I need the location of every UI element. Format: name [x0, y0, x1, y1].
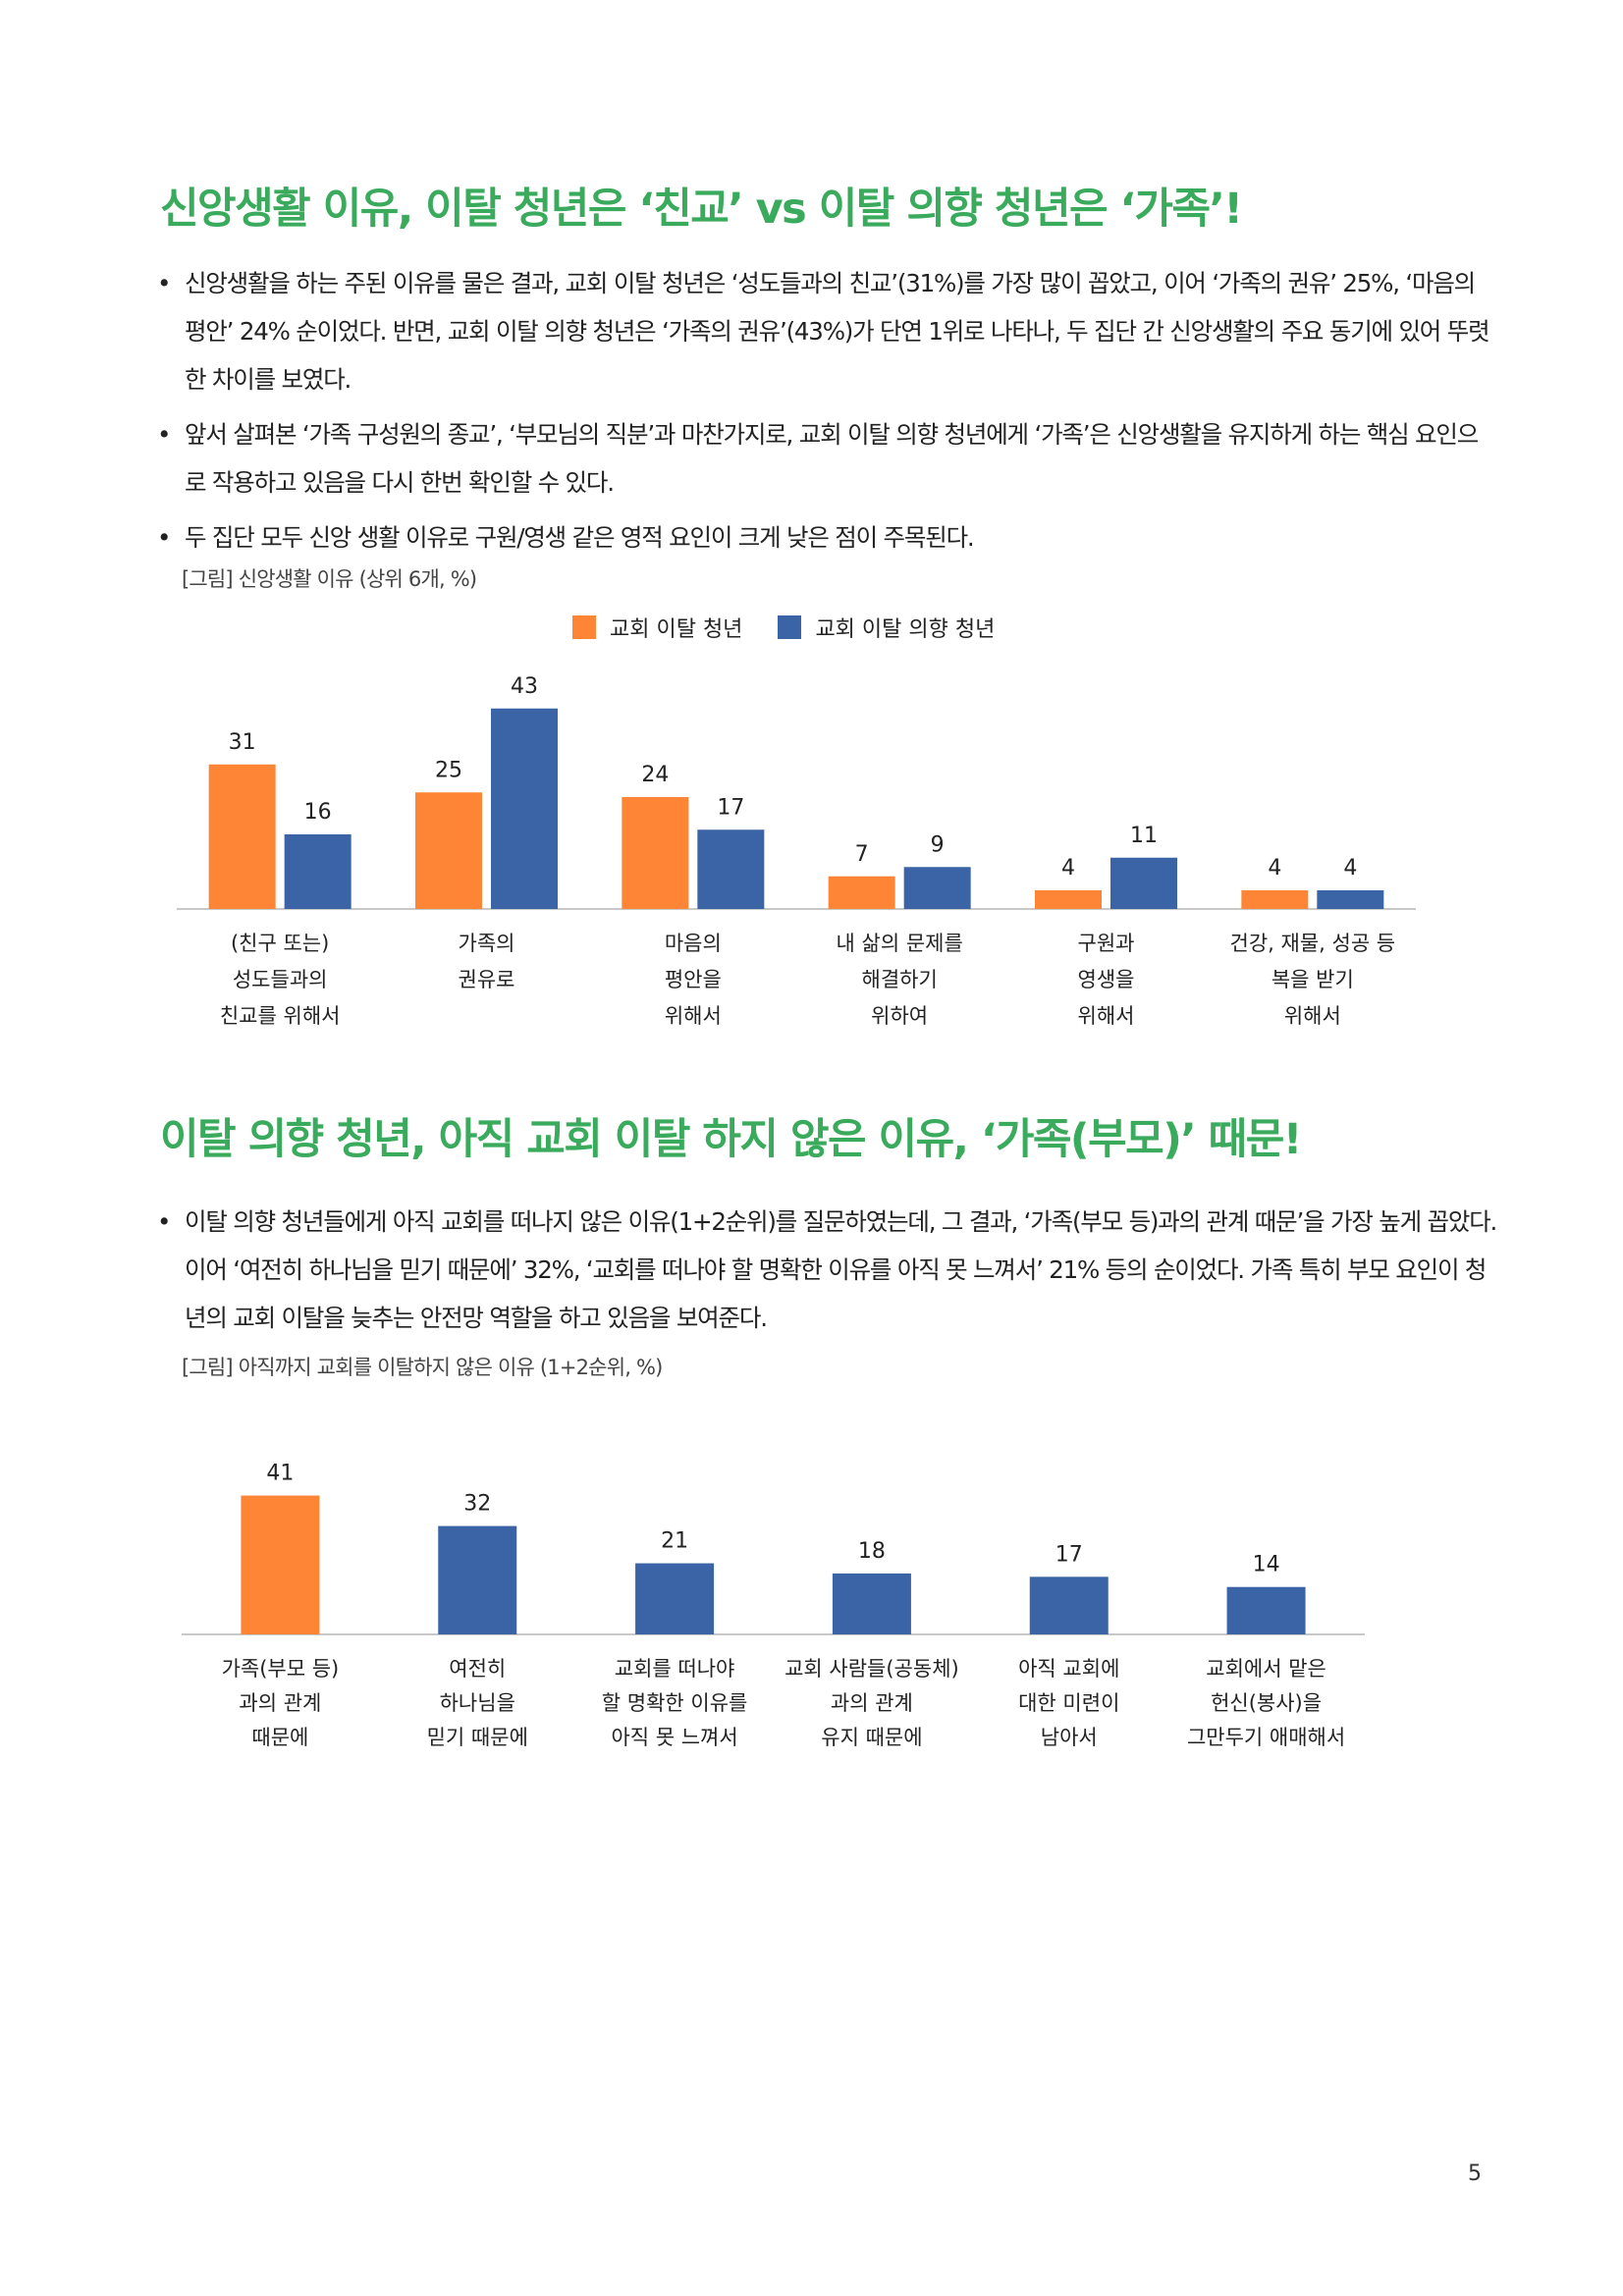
chart1-category-label: 평안을: [665, 968, 722, 991]
chart2-category-label: 교회 사람들(공동체): [784, 1657, 959, 1681]
section1-heading: 신앙생활 이유, 이탈 청년은 ‘친교’ vs 이탈 의향 청년은 ‘가족’!: [160, 185, 1243, 234]
section2-heading: 이탈 의향 청년, 아직 교회 이탈 하지 않은 이유, ‘가족(부모)’ 때문…: [160, 1115, 1302, 1164]
chart2-category-label: 믿기 때문에: [427, 1726, 528, 1749]
chart1-data-label: 7: [855, 842, 869, 867]
chart2-category-label: 유지 때문에: [821, 1726, 922, 1749]
chart1-category-label: 건강, 재물, 성공 등: [1230, 932, 1396, 955]
section2-bullet-list: 이탈 의향 청년들에게 아직 교회를 떠나지 않은 이유(1+2순위)를 질문하…: [157, 1198, 1497, 1349]
chart1-category-label: 마음의: [665, 932, 722, 955]
chart1-category-label: 성도들과의: [233, 968, 328, 991]
chart1-category-label: 영생을: [1078, 968, 1135, 991]
chart1-bar: [903, 867, 971, 909]
chart1-data-label: 25: [435, 758, 462, 782]
chart1-data-label: 4: [1061, 856, 1075, 881]
chart1-category-label: 위하여: [871, 1004, 928, 1028]
chart2-category-label: 헌신(봉사)을: [1211, 1691, 1322, 1715]
chart1-category-label: 위해서: [1284, 1004, 1341, 1028]
chart1-bar: [697, 829, 765, 909]
chart2-data-label: 41: [266, 1462, 294, 1486]
chart2-category-label: 교회를 떠나야: [615, 1657, 735, 1681]
chart1-bar: [491, 708, 558, 909]
chart2-data-label: 21: [661, 1529, 688, 1554]
chart2-data-label: 17: [1055, 1542, 1083, 1567]
chart1-data-label: 43: [511, 674, 538, 699]
chart1-category-label: 위해서: [665, 1004, 722, 1028]
chart1-data-label: 4: [1343, 856, 1357, 881]
chart1-category-label: 복을 받기: [1271, 968, 1354, 991]
chart1-data-label: 31: [229, 730, 256, 755]
chart1-category-label: 권유로: [459, 968, 515, 991]
chart2-bar: [635, 1563, 715, 1634]
chart2-category-label: 아직 교회에: [1018, 1657, 1119, 1681]
chart1-category-label: 친교를 위해서: [220, 1004, 341, 1028]
chart2-bar: [832, 1573, 911, 1634]
chart2-category-label: 가족(부모 등): [222, 1657, 340, 1681]
section1-bullet-2: 앞서 살펴본 ‘가족 구성원의 종교’, ‘부모님의 직분’과 마찬가지로, 교…: [157, 410, 1497, 507]
chart1-bar: [284, 834, 352, 909]
chart1-category-label: 가족의: [459, 932, 515, 955]
chart1-category-label: 위해서: [1078, 1004, 1135, 1028]
chart2-category-label: 과의 관계: [831, 1691, 913, 1715]
chart1-bar: [1110, 857, 1177, 909]
chart2-bar: [241, 1495, 320, 1634]
chart2-category-label: 아직 못 느껴서: [611, 1726, 737, 1749]
chart2-category-label: 교회에서 맡은: [1206, 1657, 1326, 1681]
chart1-bar: [1317, 890, 1384, 909]
chart1-data-label: 11: [1130, 824, 1158, 848]
chart1-bar: [1241, 890, 1309, 909]
chart1-data-label: 24: [641, 763, 669, 787]
legend-label-series-2: 교회 이탈 의향 청년: [815, 617, 996, 642]
page-number: 5: [1468, 2162, 1482, 2186]
chart1-category-label: (친구 또는): [231, 932, 329, 955]
chart1-data-label: 4: [1268, 856, 1281, 881]
legend-swatch-blue: [778, 615, 802, 639]
chart2-category-label: 하나님을: [440, 1691, 515, 1715]
section1-bullet-1: 신앙생활을 하는 주된 이유를 물은 결과, 교회 이탈 청년은 ‘성도들과의 …: [157, 259, 1497, 403]
chart1-bar: [208, 764, 276, 909]
chart1-bar: [1035, 890, 1102, 909]
chart2-category-label: 남아서: [1041, 1726, 1098, 1749]
chart1-bar: [828, 876, 895, 909]
chart2-bar: [1226, 1586, 1306, 1634]
section1-bullet-3: 두 집단 모두 신앙 생활 이유로 구원/영생 같은 영적 요인이 크게 낮은 …: [157, 513, 1497, 561]
chart1-bar: [415, 792, 482, 909]
figure2-caption: [그림] 아직까지 교회를 이탈하지 않은 이유 (1+2순위, %): [182, 1356, 663, 1379]
chart1-category-label: 해결하기: [862, 968, 938, 991]
chart2-data-label: 14: [1253, 1553, 1280, 1577]
chart2-category-label: 과의 관계: [239, 1691, 321, 1715]
chart2-category-label: 때문에: [251, 1726, 308, 1749]
section2-bullet-1: 이탈 의향 청년들에게 아직 교회를 떠나지 않은 이유(1+2순위)를 질문하…: [157, 1198, 1497, 1342]
legend-swatch-orange: [572, 615, 596, 639]
chart2-data-label: 32: [463, 1492, 491, 1517]
chart1-data-label: 16: [304, 800, 332, 825]
section1-bullet-list: 신앙생활을 하는 주된 이유를 물은 결과, 교회 이탈 청년은 ‘성도들과의 …: [157, 259, 1497, 568]
chart2-category-label: 그만두기 애매해서: [1187, 1726, 1345, 1749]
legend-label-series-1: 교회 이탈 청년: [610, 617, 743, 642]
chart1-bar: [622, 797, 689, 909]
chart2-category-label: 대한 미련이: [1018, 1691, 1119, 1715]
chart2-category-label: 할 명확한 이유를: [602, 1691, 748, 1715]
legend-item-series-1: 교회 이탈 청년: [572, 612, 742, 643]
chart1-data-label: 9: [931, 832, 945, 857]
chart2-bar: [438, 1525, 517, 1634]
chart1-legend: 교회 이탈 청년 교회 이탈 의향 청년: [572, 612, 1030, 643]
chart2-bar: [1029, 1576, 1109, 1634]
legend-item-series-2: 교회 이탈 의향 청년: [778, 612, 995, 643]
chart2-category-label: 여전히: [449, 1657, 506, 1681]
chart1-category-label: 내 삶의 문제를: [837, 932, 963, 955]
chart1-data-label: 17: [717, 795, 744, 820]
chart1-category-label: 구원과: [1078, 932, 1135, 955]
figure1-caption: [그림] 신앙생활 이유 (상위 6개, %): [182, 567, 477, 591]
chart2-data-label: 18: [858, 1539, 886, 1564]
